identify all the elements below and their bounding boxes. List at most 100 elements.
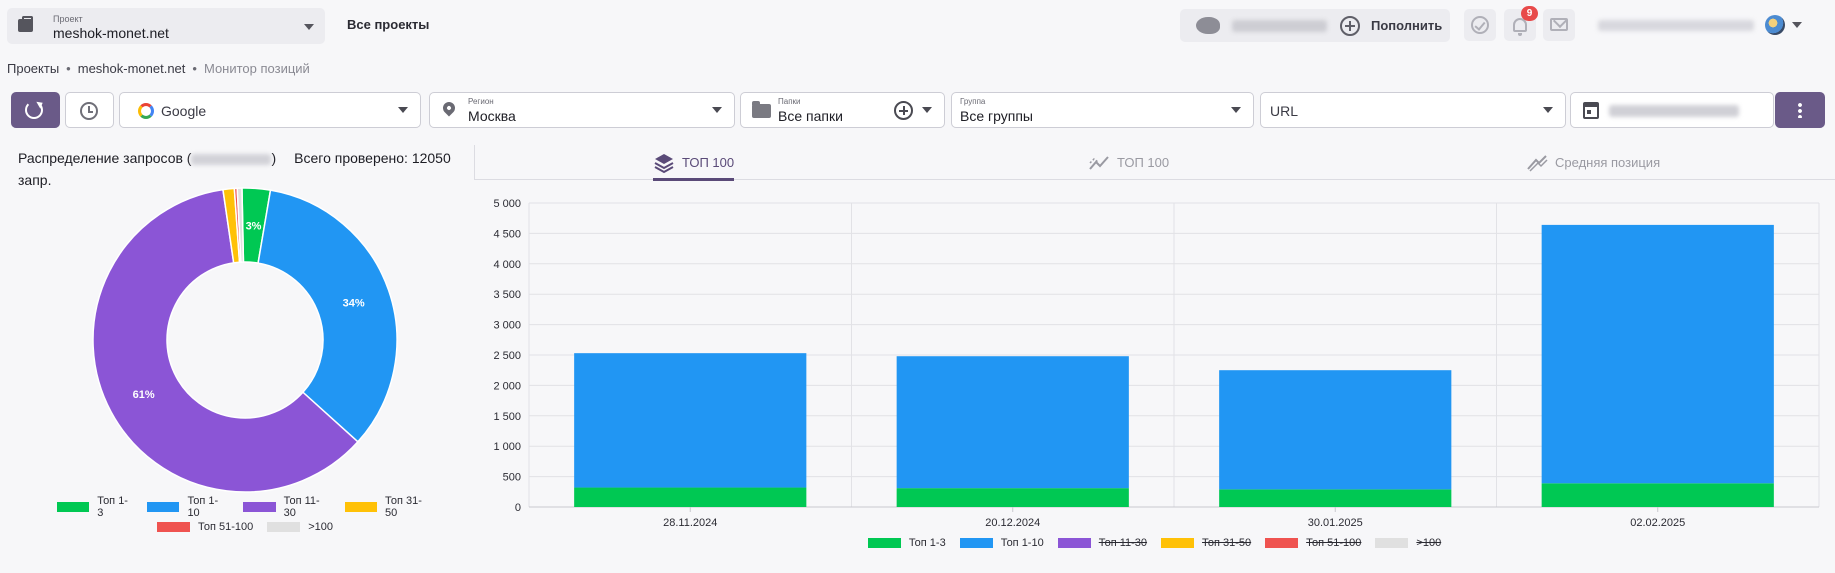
x-tick-label: 28.11.2024 (663, 517, 717, 529)
chevron-down-icon (922, 107, 932, 113)
legend-swatch (1161, 538, 1195, 548)
tasks-button[interactable] (1464, 9, 1496, 41)
legend-item[interactable]: Топ 1-10 (959, 537, 1044, 549)
refresh-button[interactable] (11, 92, 60, 128)
donut-slice-label: 61% (133, 389, 155, 401)
legend-swatch (959, 538, 993, 548)
mail-icon (1550, 18, 1568, 31)
bar-segment[interactable] (574, 353, 807, 488)
legend-item[interactable]: Топ 51-100 (1265, 537, 1361, 549)
refresh-icon (25, 101, 43, 119)
legend-item[interactable]: >100 (1375, 537, 1441, 549)
history-button[interactable] (65, 92, 114, 128)
check-circle-icon (1471, 16, 1489, 34)
legend-swatch (156, 522, 190, 532)
legend-label: Топ 1-3 (97, 495, 128, 519)
bar-segment[interactable] (1219, 489, 1452, 507)
legend-item[interactable]: Топ 11-30 (1057, 537, 1148, 549)
chevron-down-icon (1231, 107, 1241, 113)
donut-legend: Топ 1-3 Топ 1-10 Топ 11-30 Топ 31-50 Топ 51… (50, 495, 440, 537)
group-label: Группа (960, 97, 986, 106)
bar-segment[interactable] (1219, 370, 1452, 490)
legend-label: Топ 11-30 (1098, 537, 1148, 549)
trend-icon (1089, 155, 1109, 170)
legend-item[interactable]: Топ 1-3 (867, 537, 946, 549)
folders-select[interactable]: Папки Все папки (740, 92, 945, 128)
project-select[interactable]: Проект meshok-monet.net (7, 8, 325, 44)
legend-item[interactable]: Топ 1-3 (57, 495, 133, 519)
topup-button[interactable]: Пополнить (1371, 18, 1443, 33)
legend-item[interactable]: Топ 11-30 (243, 495, 330, 519)
bar-segment[interactable] (574, 487, 807, 507)
tab-average-position[interactable]: Средняя позиция (1526, 145, 1660, 180)
double-trend-icon (1527, 154, 1548, 172)
legend-swatch (1265, 538, 1299, 548)
legend-item[interactable]: Топ 51-100 (156, 521, 254, 533)
legend-label: Топ 11-30 (283, 495, 320, 519)
bar-segment[interactable] (896, 488, 1129, 507)
tab-label: ТОП 100 (682, 155, 735, 170)
folders-label: Папки (778, 97, 801, 106)
date-range-picker[interactable] (1570, 92, 1774, 128)
group-select[interactable]: Группа Все группы (951, 92, 1254, 128)
distribution-title: Распределение запросов () Всего проверено… (18, 147, 463, 191)
legend-label: Топ 31-50 (1202, 537, 1252, 549)
balance-value (1232, 20, 1327, 32)
tab-top100-bars[interactable]: ТОП 100 (653, 145, 735, 181)
legend-label: Топ 51-100 (197, 521, 254, 533)
project-select-value: meshok-monet.net (53, 25, 169, 41)
more-options-button[interactable] (1775, 92, 1825, 128)
avatar[interactable] (1765, 15, 1785, 35)
x-tick-label: 30.01.2025 (1308, 517, 1363, 529)
distribution-date (191, 153, 272, 165)
legend-item[interactable]: Топ 31-50 (1161, 537, 1251, 549)
tab-top100-trend[interactable]: ТОП 100 (1088, 145, 1169, 180)
donut-slice-2[interactable] (257, 189, 398, 443)
legend-item[interactable]: Топ 1-10 (147, 495, 229, 519)
search-engine-select[interactable]: Google (119, 92, 421, 128)
legend-label: Топ 1-3 (908, 537, 946, 549)
y-tick-label: 3 500 (493, 289, 521, 301)
donut-slice-3[interactable] (92, 188, 359, 493)
region-value: Москва (468, 108, 516, 124)
breadcrumb-item-project[interactable]: meshok-monet.net (77, 61, 186, 76)
legend-item[interactable]: Топ 31-50 (344, 495, 433, 519)
breadcrumb: Проекты • meshok-monet.net • Монитор позиций (7, 61, 310, 76)
date-range-value (1609, 105, 1739, 117)
url-select[interactable]: URL (1260, 92, 1566, 128)
search-engine-value: Google (161, 103, 207, 119)
bar-segment[interactable] (1541, 483, 1774, 507)
location-pin-icon (440, 99, 458, 117)
legend-swatch (867, 538, 901, 548)
donut-slice-6[interactable] (236, 187, 245, 263)
briefcase-icon (18, 16, 33, 32)
all-projects-link[interactable]: Все проекты (347, 17, 430, 32)
y-tick-label: 500 (503, 472, 521, 484)
legend-item[interactable]: >100 (267, 521, 333, 533)
legend-swatch (1057, 538, 1091, 548)
breadcrumb-separator: • (192, 61, 197, 76)
piggy-bank-icon (1196, 17, 1220, 34)
add-folder-icon[interactable] (894, 101, 913, 120)
url-value: URL (1270, 103, 1299, 119)
distribution-title-suffix: ) (271, 150, 277, 166)
legend-swatch (243, 502, 276, 512)
bar-segment[interactable] (1541, 224, 1774, 484)
chevron-down-icon[interactable] (1792, 22, 1802, 28)
more-vertical-icon (1798, 102, 1802, 118)
chevron-down-icon (398, 107, 408, 113)
donut-slice-label: 3% (246, 220, 262, 232)
breadcrumb-separator: • (66, 61, 71, 76)
plus-circle-icon[interactable] (1340, 16, 1360, 36)
breadcrumb-item-projects[interactable]: Проекты (7, 61, 60, 76)
legend-label: Топ 51-100 (1306, 537, 1362, 549)
messages-button[interactable] (1543, 9, 1575, 41)
balance-box: Пополнить (1180, 9, 1450, 42)
y-tick-label: 5 000 (493, 198, 521, 210)
region-select[interactable]: Регион Москва (429, 92, 735, 128)
chevron-down-icon (712, 107, 722, 113)
bell-icon (1513, 18, 1527, 36)
bar-segment[interactable] (896, 356, 1129, 489)
distribution-donut-chart: 3% 34% 61% (92, 187, 398, 493)
folders-value: Все папки (778, 108, 843, 124)
